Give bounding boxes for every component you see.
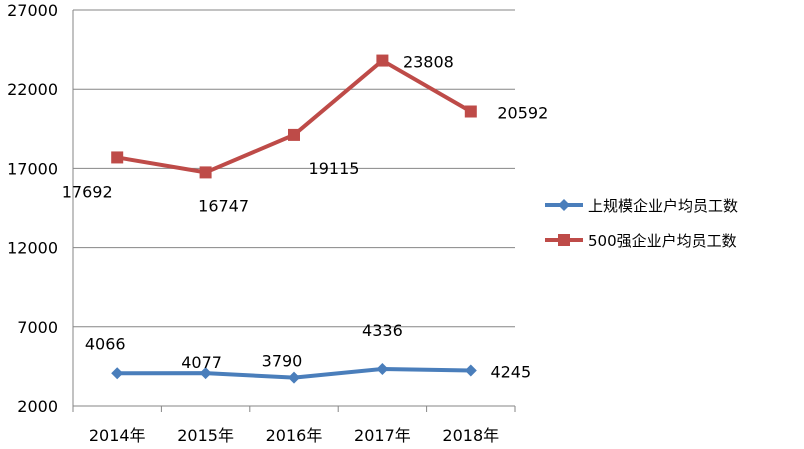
y-tick-label: 7000 [17,318,58,337]
legend-marker-square [558,234,570,246]
x-axis-ticks: 2014年 2015年 2016年 2017年 2018年 [89,426,499,445]
data-point-marker [376,362,389,375]
x-tick-label: 2015年 [177,426,234,445]
x-tick-label: 2018年 [442,426,499,445]
data-point-marker [111,151,124,164]
data-label: 4077 [181,353,222,372]
y-tick-label: 12000 [7,239,58,258]
y-tick-label: 22000 [7,80,58,99]
data-point-marker [199,367,212,380]
series-line-2 [115,58,473,175]
data-point-marker [288,371,300,384]
data-point-marker [376,54,389,67]
data-label: 16747 [198,196,249,215]
data-point-marker [464,105,477,118]
data-labels: 4066 4077 3790 4336 4245 17692 16747 19115 23808… [62,53,549,382]
data-label: 19115 [309,159,360,178]
legend-marker-diamond [558,199,570,211]
data-label: 17692 [62,182,113,201]
data-point-marker [111,367,124,380]
data-label: 23808 [403,53,454,72]
series-group [111,54,477,384]
data-label: 3790 [262,352,303,371]
data-point-marker [199,166,212,179]
y-tick-label: 27000 [7,1,58,20]
grid-lines [73,9,515,407]
x-tick-label: 2017年 [354,426,411,445]
data-label: 20592 [497,104,548,123]
legend-label-1: 上规模企业户均员工数 [588,197,738,215]
data-label: 4066 [85,334,126,353]
legend-label-2: 500强企业户均员工数 [588,232,737,250]
y-tick-label: 17000 [7,159,58,178]
data-label: 4245 [490,362,531,381]
x-tick-label: 2016年 [266,426,323,445]
y-axis-ticks: 2000 7000 12000 17000 22000 27000 [7,1,58,416]
axes [72,10,516,412]
data-point-marker [464,364,477,377]
legend: 上规模企业户均员工数 500强企业户均员工数 [545,197,738,250]
data-point-marker [288,128,300,141]
x-tick-label: 2014年 [89,426,146,445]
y-tick-label: 2000 [17,397,58,416]
data-label: 4336 [362,321,403,340]
